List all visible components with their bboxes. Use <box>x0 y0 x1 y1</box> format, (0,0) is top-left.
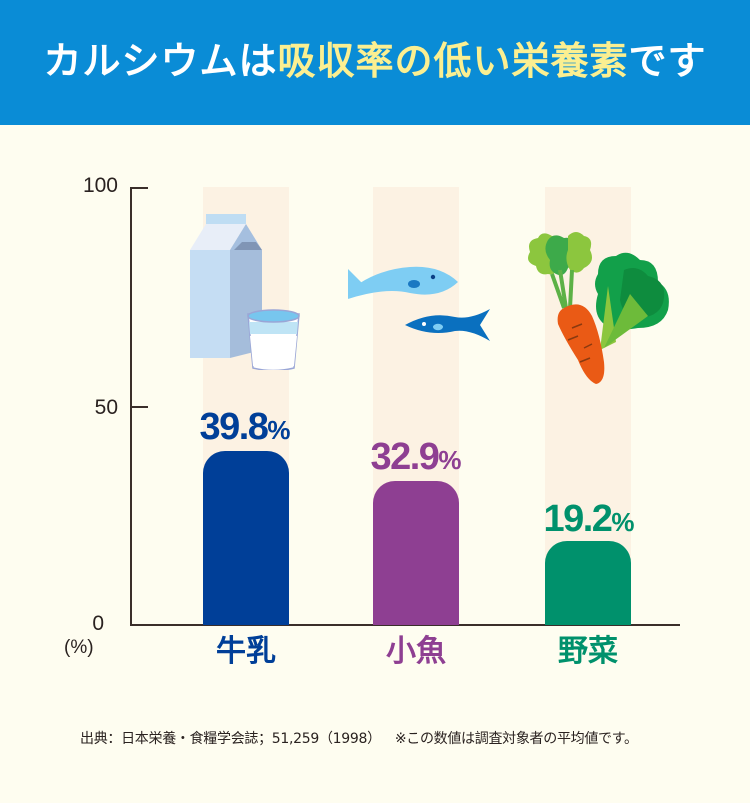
title-highlight: 吸収率の低い栄養素 <box>277 38 629 83</box>
small-fish-icon <box>348 266 490 341</box>
value-label-milk: 39.8% <box>199 406 291 448</box>
carrot-and-greens-icon <box>528 232 669 384</box>
y-tick-label-50: 50 <box>94 396 118 419</box>
carrot-leaves <box>528 232 592 309</box>
category-label-fish: 小魚 <box>386 634 446 669</box>
carrot <box>557 304 605 384</box>
y-tick-label-0: 0 <box>92 612 104 635</box>
bar-vegetables <box>545 541 631 625</box>
category-label-milk: 牛乳 <box>216 634 276 669</box>
chart-title: カルシウムは吸収率の低い栄養素です <box>43 42 706 84</box>
y-axis-unit: (%) <box>64 637 94 658</box>
category-label-vegetables: 野菜 <box>558 634 618 669</box>
footnote: 出典：日本栄養・食糧学会誌；51,259（1998） ※この数値は調査対象者の平均… <box>80 728 638 748</box>
y-tick-label-100: 100 <box>82 174 118 197</box>
value-label-vegetables: 19.2% <box>543 498 635 540</box>
source-citation: 出典：日本栄養・食糧学会誌；51,259（1998） <box>80 731 381 747</box>
bar-chart: 100 50 0 (%) 39.8% 32.9% 19.2% 牛乳 小魚 野菜 <box>0 125 750 725</box>
bar-fish <box>373 481 459 625</box>
glass-of-milk-icon <box>247 309 300 370</box>
x-axis <box>130 624 680 626</box>
leafy-greens <box>595 252 669 350</box>
title-banner: カルシウムは吸収率の低い栄養素です <box>0 0 750 125</box>
footnote-note: ※この数値は調査対象者の平均値です。 <box>394 731 638 747</box>
title-part-3: です <box>628 38 707 83</box>
milk-carton-icon <box>190 214 300 370</box>
value-label-fish: 32.9% <box>370 436 462 478</box>
y-tick-50 <box>130 406 148 408</box>
bar-milk <box>203 451 289 625</box>
y-tick-100 <box>130 187 148 189</box>
title-part-1: カルシウムは <box>43 38 278 83</box>
